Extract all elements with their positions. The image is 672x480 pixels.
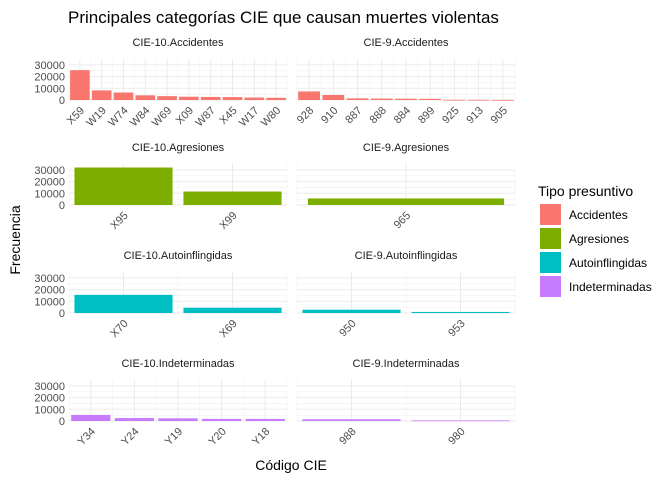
bar <box>91 90 112 100</box>
x-axis-title: Código CIE <box>255 457 327 473</box>
legend-label: Accidentes <box>569 208 628 222</box>
bar <box>370 98 393 100</box>
bar <box>411 311 510 313</box>
bar <box>302 309 401 313</box>
bar <box>302 419 401 421</box>
y-tick-label: 20000 <box>34 393 65 405</box>
bar <box>179 96 199 100</box>
y-tick-label: 0 <box>59 416 65 428</box>
y-tick-label: 30000 <box>34 381 65 393</box>
bar <box>158 418 198 421</box>
facet-strip-label: CIE-10.Indeterminadas <box>121 358 235 370</box>
y-tick-label: 20000 <box>34 177 65 189</box>
y-axis-title: Frecuencia <box>7 205 23 274</box>
bar <box>443 99 466 101</box>
bar <box>183 307 282 313</box>
bar <box>183 191 282 205</box>
bar <box>395 98 417 100</box>
chart-title: Principales categorías CIE que causan mu… <box>68 8 499 27</box>
bar <box>200 96 221 100</box>
bar <box>491 99 514 101</box>
y-tick-label: 10000 <box>34 188 65 200</box>
bar <box>113 92 134 100</box>
legend-label: Indeterminadas <box>569 280 652 294</box>
bar <box>322 94 345 100</box>
bar <box>70 70 90 100</box>
y-tick-label: 20000 <box>34 285 65 297</box>
y-tick-label: 30000 <box>34 273 65 285</box>
facet-strip-label: CIE-9.Accidentes <box>364 37 449 49</box>
legend-swatch <box>540 252 561 273</box>
bar <box>135 95 156 100</box>
legend-swatch <box>540 228 561 249</box>
facet-strip-label: CIE-10.Agresiones <box>132 142 225 154</box>
bar <box>244 97 265 100</box>
facet-strip-label: CIE-9.Indeterminadas <box>353 358 460 370</box>
bar <box>201 418 242 421</box>
y-tick-label: 0 <box>59 95 65 107</box>
bar <box>71 414 111 421</box>
y-tick-label: 10000 <box>34 83 65 95</box>
bar <box>222 97 243 100</box>
bar <box>74 294 173 313</box>
y-tick-label: 10000 <box>34 404 65 416</box>
bar <box>74 167 173 205</box>
bar <box>346 98 369 100</box>
legend: Tipo presuntivo Accidentes Agresiones Auto… <box>538 183 652 297</box>
facet-strip-label: CIE-9.Autoinflingidas <box>355 250 458 262</box>
facet-strip-label: CIE-9.Agresiones <box>363 142 450 154</box>
y-tick-label: 30000 <box>34 165 65 177</box>
legend-label: Autoinflingidas <box>569 256 647 270</box>
y-tick-label: 0 <box>59 200 65 212</box>
bar <box>245 418 285 421</box>
y-tick-label: 30000 <box>34 60 65 72</box>
bar <box>157 96 177 100</box>
bar <box>307 198 505 205</box>
bar <box>419 98 442 100</box>
y-tick-label: 0 <box>59 308 65 320</box>
legend-label: Agresiones <box>569 232 629 246</box>
bar <box>298 91 321 100</box>
bar <box>411 420 510 422</box>
y-tick-label: 20000 <box>34 72 65 84</box>
y-tick-label: 10000 <box>34 296 65 308</box>
legend-title: Tipo presuntivo <box>538 183 633 199</box>
bar <box>266 97 286 100</box>
bar <box>114 418 155 421</box>
facet-strip-label: CIE-10.Autoinflingidas <box>124 250 233 262</box>
bar <box>467 99 490 101</box>
legend-swatch <box>540 204 561 225</box>
facet-strip-label: CIE-10.Accidentes <box>132 37 224 49</box>
legend-swatch <box>540 276 561 297</box>
